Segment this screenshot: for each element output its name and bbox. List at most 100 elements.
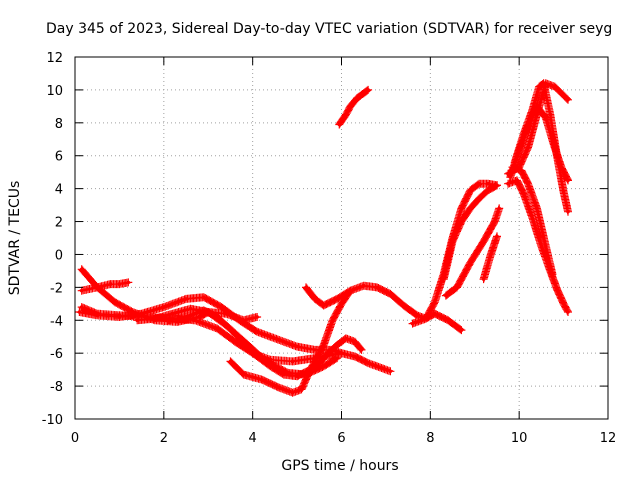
data-point	[233, 339, 237, 344]
data-point	[250, 351, 255, 355]
data-point	[477, 196, 481, 201]
data-point	[521, 191, 526, 196]
data-point	[295, 374, 299, 379]
data-point	[432, 300, 437, 304]
data-point	[335, 356, 339, 360]
data-point	[561, 302, 566, 306]
data-point	[459, 328, 464, 332]
data-point	[555, 287, 559, 291]
data-point	[117, 282, 122, 286]
data-point	[510, 165, 515, 170]
data-point	[95, 313, 100, 318]
data-point	[339, 302, 344, 306]
data-point	[566, 209, 570, 214]
data-point	[481, 239, 486, 244]
data-point	[153, 316, 157, 321]
data-point	[290, 359, 295, 364]
data-point	[410, 321, 415, 326]
x-tick-label: 0	[71, 431, 79, 446]
data-point	[313, 297, 317, 301]
data-point	[166, 318, 171, 323]
y-tick-label: 2	[55, 216, 63, 231]
data-point	[108, 282, 113, 286]
data-point	[539, 244, 544, 249]
data-point	[530, 107, 535, 112]
data-point	[79, 305, 84, 309]
data-point	[541, 81, 546, 86]
data-point	[432, 311, 437, 316]
data-point	[277, 385, 282, 390]
axis-ticks: 0 2 4 6 8 10 12 -10 -8 -6 -4 -2 0 2 4 6 8 10 12	[42, 51, 617, 446]
data-point	[126, 280, 131, 285]
data-point	[184, 315, 188, 319]
series-track-15	[504, 79, 572, 178]
data-point	[321, 364, 326, 369]
series-track-16	[510, 79, 572, 216]
data-point	[184, 297, 188, 301]
data-point	[281, 372, 286, 377]
x-tick-label: 4	[249, 431, 257, 446]
series-track-18	[508, 163, 557, 279]
data-point	[241, 318, 246, 323]
data-point	[492, 219, 497, 224]
data-point	[299, 387, 304, 392]
data-point	[233, 331, 237, 336]
x-tick-label: 8	[426, 431, 434, 446]
data-point	[162, 305, 166, 309]
x-tick-label: 12	[600, 431, 617, 446]
data-point	[530, 216, 535, 221]
series-track-9	[335, 85, 373, 129]
data-point	[459, 206, 464, 211]
data-point	[317, 361, 322, 365]
series-track-12	[441, 204, 504, 300]
data-point	[424, 316, 428, 321]
data-point	[344, 336, 348, 341]
data-point	[515, 178, 519, 183]
y-tick-label: -4	[50, 314, 63, 329]
data-point	[304, 285, 308, 290]
data-point	[255, 329, 259, 334]
data-point	[202, 295, 206, 300]
data-point	[497, 206, 501, 211]
data-point	[202, 308, 206, 313]
data-point	[441, 277, 446, 281]
data-points	[75, 79, 572, 397]
data-point	[559, 91, 564, 95]
data-point	[375, 285, 379, 290]
data-point	[506, 181, 510, 186]
data-point	[113, 300, 117, 304]
x-tick-label: 2	[160, 431, 168, 446]
data-point	[337, 122, 342, 127]
series-track-11	[439, 181, 501, 284]
data-point	[444, 293, 448, 298]
data-point	[468, 260, 473, 265]
data-point	[135, 318, 139, 323]
data-point	[544, 244, 548, 249]
data-point	[355, 96, 359, 100]
data-point	[295, 344, 299, 349]
data-point	[188, 306, 193, 311]
data-point	[348, 104, 353, 109]
data-point	[566, 97, 570, 102]
y-axis-label: SDTVAR / TECUs	[7, 181, 23, 296]
data-point	[308, 367, 313, 372]
data-point	[459, 219, 464, 224]
data-point	[526, 145, 530, 150]
data-point	[95, 285, 100, 290]
data-point	[366, 361, 370, 365]
data-point	[335, 297, 339, 301]
y-tick-label: 6	[55, 150, 63, 165]
data-point	[388, 292, 393, 296]
data-point	[544, 116, 548, 120]
data-point	[566, 310, 570, 314]
data-point	[330, 318, 335, 323]
data-point	[548, 112, 553, 117]
data-point	[561, 190, 566, 194]
data-point	[79, 267, 84, 272]
data-point	[344, 112, 348, 117]
data-point	[361, 91, 366, 95]
series-track-2	[75, 293, 395, 376]
y-tick-label: 4	[55, 183, 63, 198]
